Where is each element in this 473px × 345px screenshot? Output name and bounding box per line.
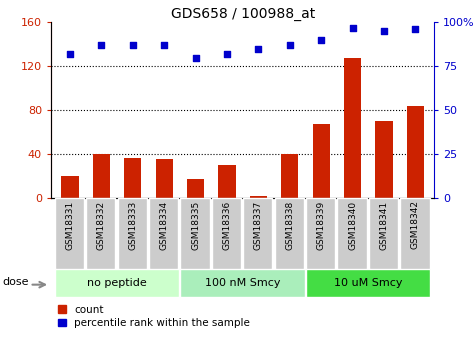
Bar xyxy=(338,198,367,269)
Text: 10 uM Smcy: 10 uM Smcy xyxy=(334,278,403,288)
Bar xyxy=(313,124,330,198)
Point xyxy=(97,42,105,48)
Text: GSM18339: GSM18339 xyxy=(316,200,325,250)
Bar xyxy=(118,198,147,269)
Text: GSM18331: GSM18331 xyxy=(65,200,74,250)
Text: no peptide: no peptide xyxy=(87,278,147,288)
Bar xyxy=(275,198,304,269)
Text: GSM18334: GSM18334 xyxy=(160,200,169,250)
Bar xyxy=(400,198,429,269)
Bar xyxy=(212,198,241,269)
Bar xyxy=(281,155,298,198)
Legend: count, percentile rank within the sample: count, percentile rank within the sample xyxy=(56,303,252,330)
Point xyxy=(349,25,356,30)
Text: GSM18333: GSM18333 xyxy=(128,200,137,250)
Bar xyxy=(61,176,79,198)
Bar xyxy=(369,198,398,269)
Title: GDS658 / 100988_at: GDS658 / 100988_at xyxy=(171,7,315,21)
Point xyxy=(223,51,231,57)
Bar xyxy=(55,269,179,297)
Text: GSM18338: GSM18338 xyxy=(285,200,294,250)
Bar xyxy=(187,179,204,198)
Bar xyxy=(55,198,84,269)
Bar xyxy=(376,121,393,198)
Point xyxy=(129,42,137,48)
Bar xyxy=(306,198,335,269)
Point xyxy=(66,51,74,57)
Text: GSM18337: GSM18337 xyxy=(254,200,263,250)
Bar xyxy=(149,198,178,269)
Text: dose: dose xyxy=(2,277,29,287)
Bar xyxy=(306,269,430,297)
Text: GSM18332: GSM18332 xyxy=(97,200,106,250)
Bar xyxy=(407,106,424,198)
Bar xyxy=(219,165,236,198)
Point xyxy=(286,42,294,48)
Point xyxy=(412,27,419,32)
Bar xyxy=(156,159,173,198)
Bar xyxy=(250,196,267,198)
Text: 100 nM Smcy: 100 nM Smcy xyxy=(205,278,280,288)
Bar xyxy=(181,198,210,269)
Text: GSM18341: GSM18341 xyxy=(379,200,388,250)
Bar xyxy=(86,198,115,269)
Bar xyxy=(344,58,361,198)
Point xyxy=(254,46,262,51)
Text: GSM18336: GSM18336 xyxy=(222,200,231,250)
Bar xyxy=(243,198,272,269)
Point xyxy=(192,55,199,60)
Bar xyxy=(124,158,141,198)
Point xyxy=(160,42,168,48)
Text: GSM18342: GSM18342 xyxy=(411,200,420,249)
Point xyxy=(380,28,388,34)
Text: GSM18340: GSM18340 xyxy=(348,200,357,250)
Point xyxy=(317,37,325,43)
Bar xyxy=(93,155,110,198)
Bar xyxy=(181,269,305,297)
Text: GSM18335: GSM18335 xyxy=(191,200,200,250)
